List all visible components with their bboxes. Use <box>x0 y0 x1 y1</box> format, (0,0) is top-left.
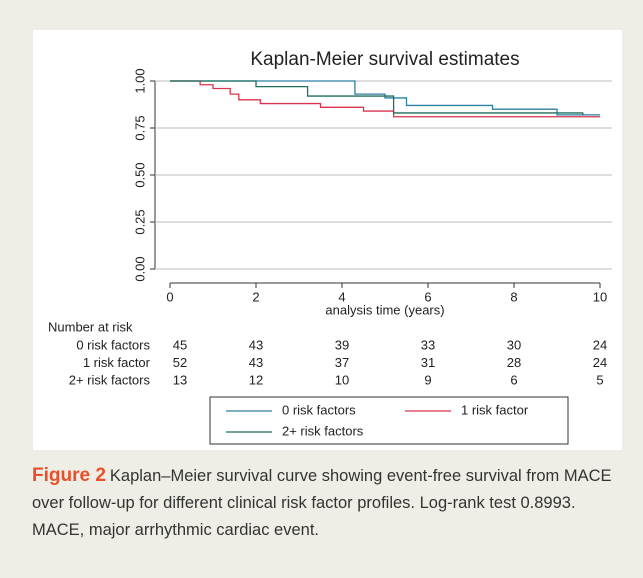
caption-label: Figure 2 <box>32 465 106 486</box>
risk-count: 9 <box>424 372 431 387</box>
risk-count: 13 <box>173 372 187 387</box>
risk-row-label: 0 risk factors <box>76 337 150 352</box>
risk-count: 5 <box>596 372 603 387</box>
y-tick-label: 1.00 <box>132 68 147 93</box>
risk-count: 33 <box>421 337 435 352</box>
risk-count: 52 <box>173 355 187 370</box>
risk-count: 30 <box>507 337 521 352</box>
risk-row-label: 1 risk factor <box>83 355 151 370</box>
risk-count: 43 <box>249 355 263 370</box>
caption: Figure 2 Kaplan–Meier survival curve show… <box>32 462 622 544</box>
risk-count: 45 <box>173 337 187 352</box>
risk-count: 24 <box>593 337 607 352</box>
x-tick-label: 0 <box>166 289 173 304</box>
risk-count: 28 <box>507 355 521 370</box>
risk-count: 37 <box>335 355 349 370</box>
legend-label: 2+ risk factors <box>282 423 364 438</box>
legend-label: 0 risk factors <box>282 402 356 417</box>
survival-curve <box>170 80 584 115</box>
legend-label: 1 risk factor <box>461 402 529 417</box>
x-axis-label: analysis time (years) <box>325 302 444 317</box>
risk-count: 12 <box>249 372 263 387</box>
panel <box>33 30 622 450</box>
chart-title: Kaplan-Meier survival estimates <box>250 49 519 70</box>
x-tick-label: 2 <box>252 289 259 304</box>
risk-count: 43 <box>249 337 263 352</box>
risk-count: 39 <box>335 337 349 352</box>
y-tick-label: 0.25 <box>132 209 147 234</box>
risk-count: 10 <box>335 372 349 387</box>
risk-table-title: Number at risk <box>48 319 133 334</box>
x-tick-label: 4 <box>338 289 345 304</box>
legend-box <box>209 396 569 445</box>
survival-curve <box>170 80 600 118</box>
caption-text: Kaplan–Meier survival curve showing even… <box>32 467 612 539</box>
y-tick-label: 0.00 <box>132 256 147 281</box>
risk-count: 24 <box>593 355 607 370</box>
survival-curve <box>170 80 600 116</box>
risk-row-label: 2+ risk factors <box>69 372 151 387</box>
chart: Kaplan-Meier survival estimates analysis… <box>33 30 622 450</box>
x-tick-label: 8 <box>510 289 517 304</box>
x-tick-label: 6 <box>424 289 431 304</box>
risk-count: 31 <box>421 355 435 370</box>
y-tick-label: 0.50 <box>132 162 147 187</box>
x-tick-label: 10 <box>593 289 607 304</box>
risk-count: 6 <box>510 372 517 387</box>
y-tick-label: 0.75 <box>132 115 147 140</box>
